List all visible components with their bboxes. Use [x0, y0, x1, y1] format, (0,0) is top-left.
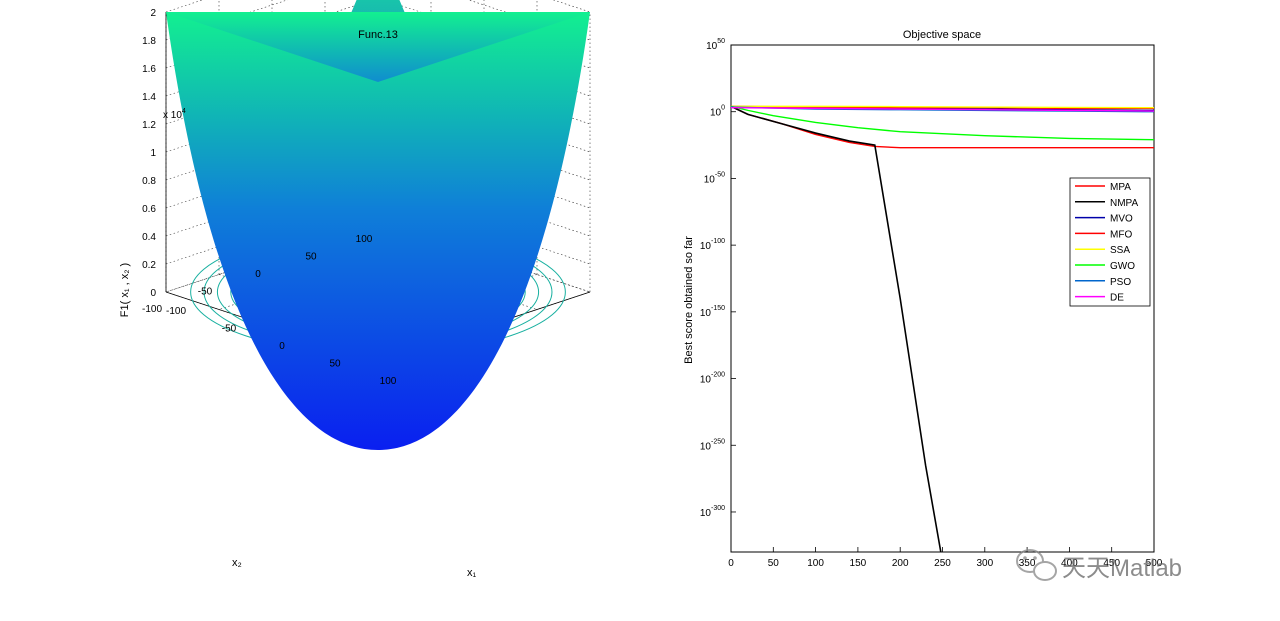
axis-ticks: 0 50 100 150 200 250 300 350 400 450 500 1050 100 10-… — [700, 38, 1163, 569]
series-line-gwo — [730, 105, 1155, 141]
z-tick-label: 1.6 — [142, 64, 156, 75]
legend-entry: PSO — [1110, 277, 1131, 288]
series-line-nmpa — [730, 105, 942, 553]
z-tick-label: 0.8 — [142, 176, 156, 187]
legend-entry: MPA — [1110, 182, 1131, 193]
z-tick-label: 1.8 — [142, 36, 156, 47]
x2-tick-label: 100 — [356, 234, 373, 245]
y-tick-label: 10-200 — [700, 372, 725, 386]
y-tick-label: 10-100 — [700, 238, 725, 252]
x-tick-label: 100 — [807, 558, 824, 569]
surface-plot: 0 0.2 0.4 0.6 0.8 1 1.2 1.4 1.6 1.8 2 -100 -50 0 50 100… — [119, 0, 591, 579]
z-axis-label: F1( x₁ , x₂ ) — [119, 263, 131, 317]
y-tick-label: 10-250 — [700, 438, 725, 452]
x1-tick-label: -50 — [222, 324, 237, 335]
legend-entry: NMPA — [1110, 198, 1138, 209]
x-tick-label: 450 — [1103, 558, 1120, 569]
x-tick-label: 250 — [934, 558, 951, 569]
series-line-ssa — [731, 105, 1155, 109]
x2-axis-label: x₂ — [232, 557, 242, 569]
z-tick-label: 1 — [150, 148, 156, 159]
x2-tick-label: -100 — [142, 304, 162, 315]
legend-entry: GWO — [1110, 261, 1135, 272]
series-line-de — [730, 107, 1155, 112]
x-tick-label: 400 — [1061, 558, 1078, 569]
x1-axis-label: x₁ — [467, 567, 477, 579]
x1-tick-label: 0 — [279, 341, 285, 352]
y-tick-label: 10-150 — [700, 305, 725, 319]
z-tick-label: 0.6 — [142, 204, 156, 215]
x-tick-label: 200 — [892, 558, 909, 569]
y-tick-label: 10-50 — [704, 171, 725, 185]
watermark-text: 天天Matlab — [1062, 555, 1182, 582]
y-tick-label: 10-300 — [700, 505, 725, 519]
surface-bowl — [166, 12, 590, 450]
x1-tick-label: 100 — [380, 376, 397, 387]
surface-mesh — [166, 0, 590, 450]
convergence-title: Objective space — [903, 29, 981, 41]
legend-entry: DE — [1110, 293, 1124, 304]
x2-tick-label: 50 — [305, 252, 317, 263]
x-tick-label: 500 — [1146, 558, 1163, 569]
y-tick-label: 1050 — [706, 38, 725, 52]
z-tick-label: 0 — [150, 288, 156, 299]
legend-box — [1069, 177, 1151, 307]
z-tick-label: 0.4 — [142, 232, 156, 243]
x-tick-label: 0 — [728, 558, 734, 569]
series-group — [730, 105, 1155, 553]
legend-entry: SSA — [1110, 245, 1130, 256]
x1-tick-label: 50 — [329, 359, 341, 370]
legend-entry: MFO — [1110, 229, 1132, 240]
convergence-plot: 0 50 100 150 200 250 300 350 400 450 500 1050 100 10-… — [683, 29, 1163, 569]
x-tick-label: 350 — [1019, 558, 1036, 569]
y-axis-label: Best score obtained so far — [683, 236, 695, 364]
legend-entry: MVO — [1110, 214, 1133, 225]
z-tick-label: 0.2 — [142, 260, 156, 271]
z-exponent-label: x 104 — [163, 108, 186, 121]
surface-title: Func.13 — [358, 29, 398, 41]
x1-tick-label: -100 — [166, 306, 186, 317]
x-tick-label: 50 — [768, 558, 780, 569]
legend: MPA NMPA MVO MFO SSA GWO PSO DE — [1069, 177, 1151, 307]
z-tick-label: 2 — [150, 8, 156, 19]
x2-tick-label: -50 — [198, 287, 213, 298]
y-tick-label: 100 — [710, 105, 725, 119]
z-tick-label: 1.4 — [142, 92, 156, 103]
x-tick-label: 300 — [976, 558, 993, 569]
z-tick-label: 1.2 — [142, 120, 156, 131]
x-tick-label: 150 — [850, 558, 867, 569]
wechat-icon — [1016, 549, 1057, 581]
x2-tick-label: 0 — [255, 269, 261, 280]
watermark: 天天Matlab — [1016, 549, 1182, 582]
surface-ticks: 0 0.2 0.4 0.6 0.8 1 1.2 1.4 1.6 1.8 2 -100 -50 0 50 100… — [142, 8, 397, 387]
